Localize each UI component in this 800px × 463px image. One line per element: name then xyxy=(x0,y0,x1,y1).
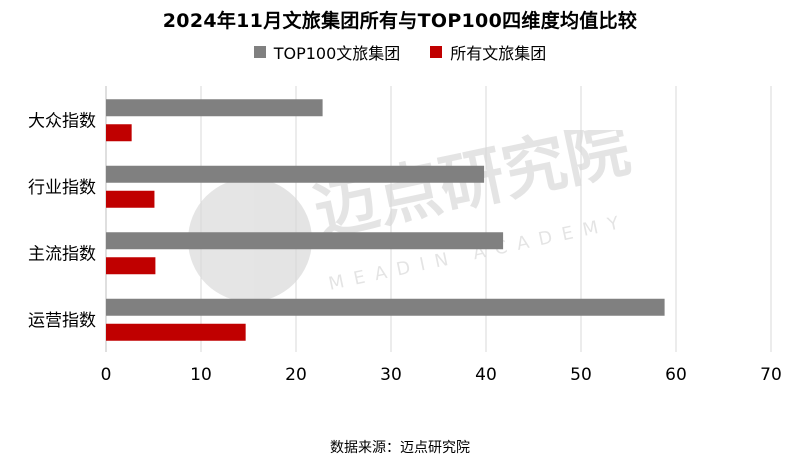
x-tick-label: 60 xyxy=(665,365,687,385)
x-tick-label: 50 xyxy=(570,365,592,385)
bar-all xyxy=(106,323,246,341)
legend-swatch-top100 xyxy=(253,46,266,58)
bar-top100 xyxy=(106,165,485,183)
bar-top100 xyxy=(106,99,323,117)
bar-top100 xyxy=(106,232,504,250)
category-label: 行业指数 xyxy=(28,178,96,198)
bar-all xyxy=(106,190,155,208)
legend-swatch-all xyxy=(430,46,443,58)
bar-all xyxy=(106,257,156,275)
x-tick-label: 30 xyxy=(380,365,402,385)
legend-item-all: 所有文旅集团 xyxy=(430,40,546,64)
x-tick-label: 70 xyxy=(760,365,782,385)
legend-item-top100: TOP100文旅集团 xyxy=(253,40,401,64)
legend: TOP100文旅集团 所有文旅集团 xyxy=(0,40,800,64)
x-tick-label: 10 xyxy=(190,365,212,385)
x-tick-label: 40 xyxy=(475,365,497,385)
bar-top100 xyxy=(106,298,665,316)
bar-all xyxy=(106,124,132,142)
x-tick-label: 0 xyxy=(101,365,112,385)
category-label: 主流指数 xyxy=(28,244,96,264)
category-label: 大众指数 xyxy=(28,111,96,131)
chart-title: 2024年11月文旅集团所有与TOP100四维度均值比较 xyxy=(162,10,638,32)
category-label: 运营指数 xyxy=(28,311,96,331)
legend-label-top100: TOP100文旅集团 xyxy=(273,44,401,63)
source-note: 数据来源：迈点研究院 xyxy=(330,440,470,456)
legend-label-all: 所有文旅集团 xyxy=(450,44,547,63)
x-tick-label: 20 xyxy=(285,365,307,385)
